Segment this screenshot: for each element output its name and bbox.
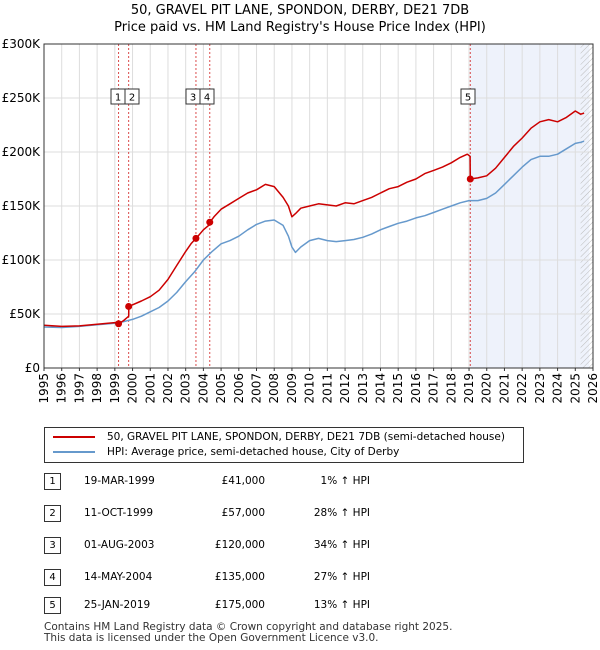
x-tick-label: 1999 — [108, 373, 122, 404]
sale-price: £41,000 — [221, 475, 265, 487]
x-tick-label: 1995 — [37, 373, 51, 404]
sale-price: £135,000 — [214, 571, 265, 583]
sale-hpi-change: 34% ↑ HPI — [313, 539, 370, 551]
x-tick-label: 2008 — [267, 373, 281, 404]
x-tick-label: 1997 — [72, 373, 86, 404]
sale-date: 14-MAY-2004 — [84, 571, 153, 583]
sale-label-box — [460, 88, 476, 105]
x-tick-label: 2000 — [126, 373, 140, 404]
x-tick-label: 2021 — [497, 373, 511, 404]
legend-label-price: 50, GRAVEL PIT LANE, SPONDON, DERBY, DE2… — [107, 431, 505, 443]
footer-licence: This data is licensed under the Open Gov… — [44, 632, 379, 644]
x-tick-label: 2002 — [161, 373, 175, 404]
chart-title: 50, GRAVEL PIT LANE, SPONDON, DERBY, DE2… — [130, 3, 470, 18]
x-tick-label: 2019 — [462, 373, 476, 404]
x-tick-label: 2025 — [568, 373, 582, 404]
legend-item-price: 50, GRAVEL PIT LANE, SPONDON, DERBY, DE2… — [53, 431, 505, 445]
x-tick-label: 2020 — [480, 373, 494, 404]
legend-item-hpi: HPI: Average price, semi-detached house,… — [53, 446, 399, 460]
sale-label: 3 — [190, 93, 196, 104]
y-tick-label: £100K — [2, 253, 42, 267]
x-tick-label: 1996 — [55, 373, 69, 404]
table-row: 5 25-JAN-2019 £175,000 13% ↑ HPI — [0, 594, 600, 616]
plot-frame — [43, 43, 594, 369]
y-tick-label: £0 — [25, 361, 40, 375]
x-tick-label: 2012 — [338, 373, 352, 404]
sale-hpi-change: 1% ↑ HPI — [320, 475, 370, 487]
chart-legend: 50, GRAVEL PIT LANE, SPONDON, DERBY, DE2… — [44, 427, 524, 463]
x-tick-label: 2017 — [427, 373, 441, 404]
legend-swatch-hpi — [53, 451, 95, 453]
sale-label: 4 — [204, 93, 210, 104]
sale-label-box — [199, 88, 215, 105]
x-tick-label: 2015 — [391, 373, 405, 404]
x-tick-label: 2004 — [196, 373, 210, 404]
table-row: 1 19-MAR-1999 £41,000 1% ↑ HPI — [0, 470, 600, 492]
sale-point — [466, 175, 474, 183]
x-tick-label: 2016 — [409, 373, 423, 404]
y-tick-label: £300K — [2, 37, 42, 51]
series-line — [43, 140, 585, 329]
sale-number: 2 — [44, 505, 61, 522]
sale-point — [115, 320, 123, 328]
sale-label: 2 — [129, 93, 135, 104]
chart-subtitle: Price paid vs. HM Land Registry's House … — [114, 20, 486, 35]
x-tick-label: 2001 — [143, 373, 157, 404]
sale-point — [206, 218, 214, 226]
sale-date: 19-MAR-1999 — [84, 475, 155, 487]
x-tick-label: 2026 — [586, 373, 600, 404]
x-tick-label: 2018 — [444, 373, 458, 404]
x-tick-label: 2005 — [214, 373, 228, 404]
sale-date: 25-JAN-2019 — [84, 599, 151, 611]
sale-price: £175,000 — [214, 599, 265, 611]
sale-hpi-change: 28% ↑ HPI — [313, 507, 370, 519]
x-tick-label: 2010 — [303, 373, 317, 404]
sale-date: 11-OCT-1999 — [84, 507, 153, 519]
x-tick-label: 1998 — [90, 373, 104, 404]
footer-copyright: Contains HM Land Registry data © Crown c… — [44, 621, 453, 633]
footer: Contains HM Land Registry data © Crown c… — [44, 622, 452, 644]
sale-point — [192, 234, 200, 242]
x-tick-label: 2006 — [232, 373, 246, 404]
table-row: 4 14-MAY-2004 £135,000 27% ↑ HPI — [0, 566, 600, 588]
sale-label: 1 — [115, 93, 121, 104]
table-row: 3 01-AUG-2003 £120,000 34% ↑ HPI — [0, 534, 600, 556]
y-tick-label: £150K — [2, 199, 42, 213]
x-tick-label: 2007 — [250, 373, 264, 404]
y-tick-label: £50K — [9, 307, 41, 321]
sale-label: 5 — [465, 93, 471, 104]
sale-label-box — [124, 88, 140, 105]
sale-point — [125, 302, 133, 310]
legend-label-hpi: HPI: Average price, semi-detached house,… — [107, 446, 400, 458]
x-tick-label: 2024 — [551, 373, 565, 404]
sale-number: 1 — [44, 473, 61, 490]
sale-hpi-change: 13% ↑ HPI — [313, 599, 370, 611]
x-tick-label: 2014 — [373, 373, 387, 404]
sale-price: £120,000 — [214, 539, 265, 551]
sale-price: £57,000 — [221, 507, 265, 519]
legend-swatch-price — [53, 436, 95, 438]
y-tick-label: £250K — [2, 91, 42, 105]
series-line — [43, 110, 585, 328]
x-tick-label: 2003 — [179, 373, 193, 404]
sale-number: 4 — [44, 569, 61, 586]
x-tick-label: 2023 — [533, 373, 547, 404]
sale-hpi-change: 27% ↑ HPI — [313, 571, 370, 583]
sale-date: 01-AUG-2003 — [84, 539, 155, 551]
sale-number: 5 — [44, 597, 61, 614]
x-tick-label: 2013 — [356, 373, 370, 404]
x-tick-label: 2022 — [515, 373, 529, 404]
x-tick-label: 2011 — [320, 373, 334, 404]
x-tick-label: 2009 — [285, 373, 299, 404]
sale-number: 3 — [44, 537, 61, 554]
table-row: 2 11-OCT-1999 £57,000 28% ↑ HPI — [0, 502, 600, 524]
y-tick-label: £200K — [2, 145, 42, 159]
